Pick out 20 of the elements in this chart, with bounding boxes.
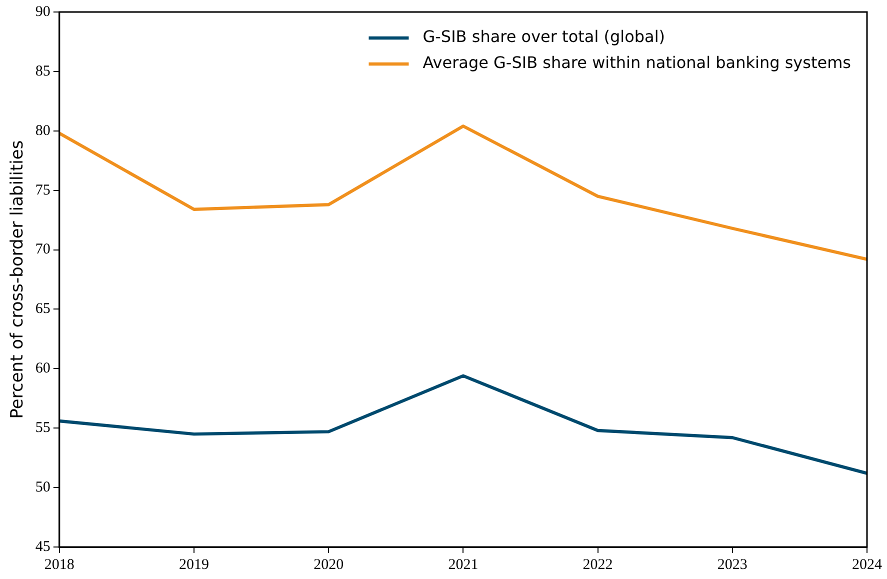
y-tick-label: 75 xyxy=(35,182,50,198)
x-tick-label: 2018 xyxy=(44,556,74,573)
x-tick-label: 2019 xyxy=(179,556,209,573)
x-tick-label: 2022 xyxy=(582,556,613,573)
y-tick-label: 45 xyxy=(35,538,50,555)
y-tick-label: 80 xyxy=(35,122,50,139)
y-axis-title: Percent of cross-border liabilities xyxy=(8,140,28,419)
y-tick-label: 90 xyxy=(35,4,50,20)
legend-label: G-SIB share over total (global) xyxy=(422,27,666,46)
y-tick-label: 65 xyxy=(35,301,50,318)
x-tick-label: 2021 xyxy=(448,556,478,573)
y-tick-label: 55 xyxy=(35,420,50,436)
y-tick-label: 60 xyxy=(35,360,50,377)
x-tick-label: 2020 xyxy=(314,556,344,573)
y-tick-label: 85 xyxy=(35,63,50,80)
x-tick-label: 2024 xyxy=(852,556,882,573)
y-tick-label: 70 xyxy=(35,242,50,258)
x-tick-label: 2023 xyxy=(717,556,748,573)
y-tick-label: 50 xyxy=(35,479,50,496)
legend-label: Average G-SIB share within national banking systems xyxy=(422,53,852,72)
